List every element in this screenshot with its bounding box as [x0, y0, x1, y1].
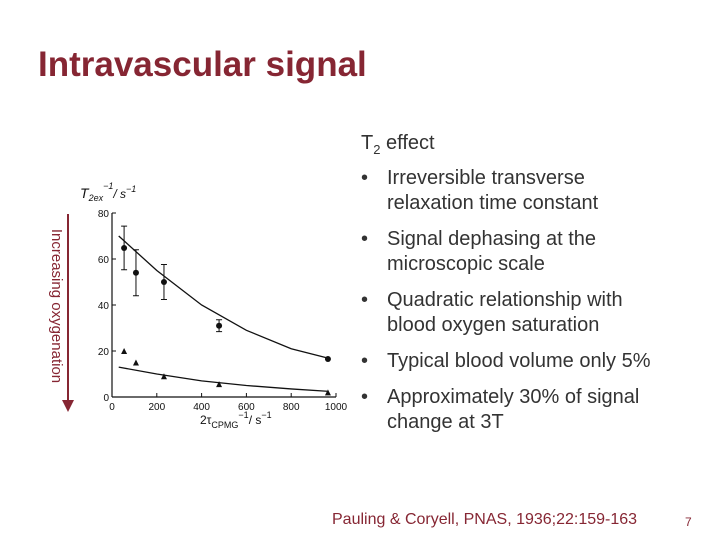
- data-point: [216, 381, 223, 388]
- y-tick-label: 40: [98, 301, 110, 312]
- bullet-text: microscopic scale: [387, 253, 545, 275]
- fit-curve: [118, 366, 328, 392]
- data-point: [216, 322, 223, 329]
- heading-subscript: 2: [373, 142, 380, 157]
- data-point: [132, 359, 139, 366]
- x-tick-label: 800: [283, 402, 300, 413]
- x-tick-label: 600: [238, 402, 255, 413]
- x-tick-label: 200: [148, 402, 165, 413]
- y-axis-label-part: / s: [112, 187, 126, 201]
- data-point: [132, 269, 139, 276]
- bullet-dot: •: [361, 386, 368, 408]
- x-axis-label-part: −1: [238, 410, 248, 420]
- bullet-text: Irreversible transverse: [387, 167, 585, 189]
- bullet-text: relaxation time constant: [387, 192, 599, 214]
- fit-curve: [118, 235, 328, 359]
- y-tick-label: 0: [103, 393, 109, 404]
- y-axis-label-part: 2ex: [88, 193, 104, 203]
- heading: T2 effect: [361, 132, 435, 157]
- heading-part: T: [361, 132, 373, 154]
- bullet-dot: •: [361, 167, 368, 189]
- x-axis-label: 2τCPMG−1/ s−1: [200, 410, 272, 430]
- page-number: 7: [685, 515, 692, 529]
- data-point: [160, 279, 167, 285]
- x-tick-label: 400: [193, 402, 210, 413]
- y-axis-label-part: −1: [126, 184, 136, 194]
- citation: Pauling & Coryell, PNAS, 1936;22:159-163: [332, 511, 637, 528]
- bullet-dot: •: [361, 228, 368, 250]
- data-point: [121, 244, 128, 251]
- x-axis-label-part: −1: [261, 410, 271, 420]
- x-tick-label: 1000: [325, 402, 348, 413]
- bullet-text: change at 3T: [387, 411, 504, 433]
- data-point: [160, 373, 167, 380]
- bullet-text: Quadratic relationship with: [387, 289, 623, 311]
- bullet-text: Approximately 30% of signal: [387, 386, 639, 408]
- y-axis-label: T2ex −1/ s−1: [80, 181, 136, 203]
- y-axis-label-part: T: [80, 185, 90, 201]
- data-point: [121, 348, 128, 354]
- x-tick-label: 0: [109, 402, 115, 413]
- y-tick-label: 60: [98, 255, 110, 266]
- x-axis-label-part: 2τ: [200, 413, 212, 427]
- y-tick-label: 80: [98, 209, 110, 220]
- x-axis-label-part: / s: [249, 413, 262, 427]
- bullet-text: Signal dephasing at the: [387, 228, 596, 250]
- text-block: T2 effect • Irreversible transverse relaxat…: [361, 132, 651, 433]
- y-tick-label: 20: [98, 347, 110, 358]
- heading-part: effect: [380, 132, 435, 154]
- bullet-dot: •: [361, 350, 368, 372]
- side-label: Increasing oxygenation: [48, 229, 65, 383]
- bullet-text: Typical blood volume only 5%: [387, 350, 651, 372]
- slide-title: Intravascular signal: [38, 45, 367, 84]
- bullet-dot: •: [361, 289, 368, 311]
- x-axis-label-part: CPMG: [211, 420, 238, 430]
- arrow-head: [62, 400, 74, 412]
- bullet-text: blood oxygen saturation: [387, 314, 599, 336]
- data-point: [324, 389, 331, 396]
- y-axis-label-part: −1: [103, 181, 113, 191]
